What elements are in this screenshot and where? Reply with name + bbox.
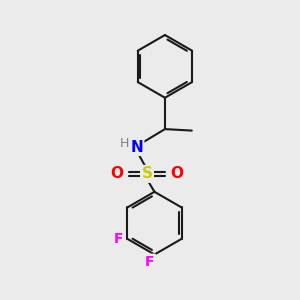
- Text: S: S: [142, 167, 152, 182]
- Text: F: F: [114, 232, 124, 246]
- Text: O: O: [111, 167, 124, 182]
- Text: H: H: [119, 137, 129, 150]
- Text: F: F: [145, 255, 155, 269]
- Text: O: O: [170, 167, 183, 182]
- Text: N: N: [130, 140, 143, 154]
